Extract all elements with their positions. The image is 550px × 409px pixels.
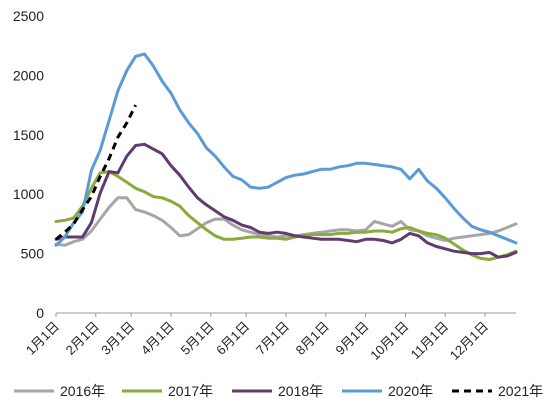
y-tick-label: 500 bbox=[21, 246, 45, 262]
y-tick-label: 1000 bbox=[13, 186, 44, 202]
series-line-2016 bbox=[54, 196, 518, 247]
x-tick-label: 5月1日 bbox=[178, 319, 217, 358]
x-tick-label: 8月1日 bbox=[293, 319, 332, 358]
series-lines bbox=[54, 52, 518, 261]
y-tick-label: 0 bbox=[36, 305, 44, 321]
legend-label: 2016年 bbox=[60, 383, 105, 399]
y-tick-label: 1500 bbox=[13, 127, 44, 143]
x-tick-label: 2月1日 bbox=[63, 319, 102, 358]
series-line-2021 bbox=[55, 104, 137, 241]
series-line-2018 bbox=[54, 142, 518, 259]
legend: 2016年 2017年 2018年 2020年 2021年 bbox=[14, 383, 543, 399]
axes bbox=[55, 312, 516, 317]
legend-label: 2021年 bbox=[498, 383, 543, 399]
x-tick-label: 3月1日 bbox=[98, 319, 137, 358]
x-tick-label: 10月1日 bbox=[367, 319, 411, 363]
x-tick-label: 4月1日 bbox=[138, 319, 177, 358]
series-line-2017 bbox=[54, 170, 518, 261]
x-tick-label: 1月1日 bbox=[23, 319, 62, 358]
x-tick-label: 12月1日 bbox=[447, 319, 491, 363]
legend-label: 2017年 bbox=[168, 383, 213, 399]
legend-label: 2018年 bbox=[278, 383, 323, 399]
x-tick-label: 6月1日 bbox=[213, 319, 252, 358]
y-tick-label: 2500 bbox=[13, 8, 44, 24]
x-tick-label: 9月1日 bbox=[333, 319, 372, 358]
x-tick-label: 7月1日 bbox=[253, 319, 292, 358]
series-line-2020 bbox=[54, 52, 518, 247]
legend-label: 2020年 bbox=[388, 383, 433, 399]
y-axis-ticks: 0 500 1000 1500 2000 2500 bbox=[13, 8, 44, 321]
y-tick-label: 2000 bbox=[13, 67, 44, 83]
x-tick-label: 11月1日 bbox=[408, 319, 452, 363]
